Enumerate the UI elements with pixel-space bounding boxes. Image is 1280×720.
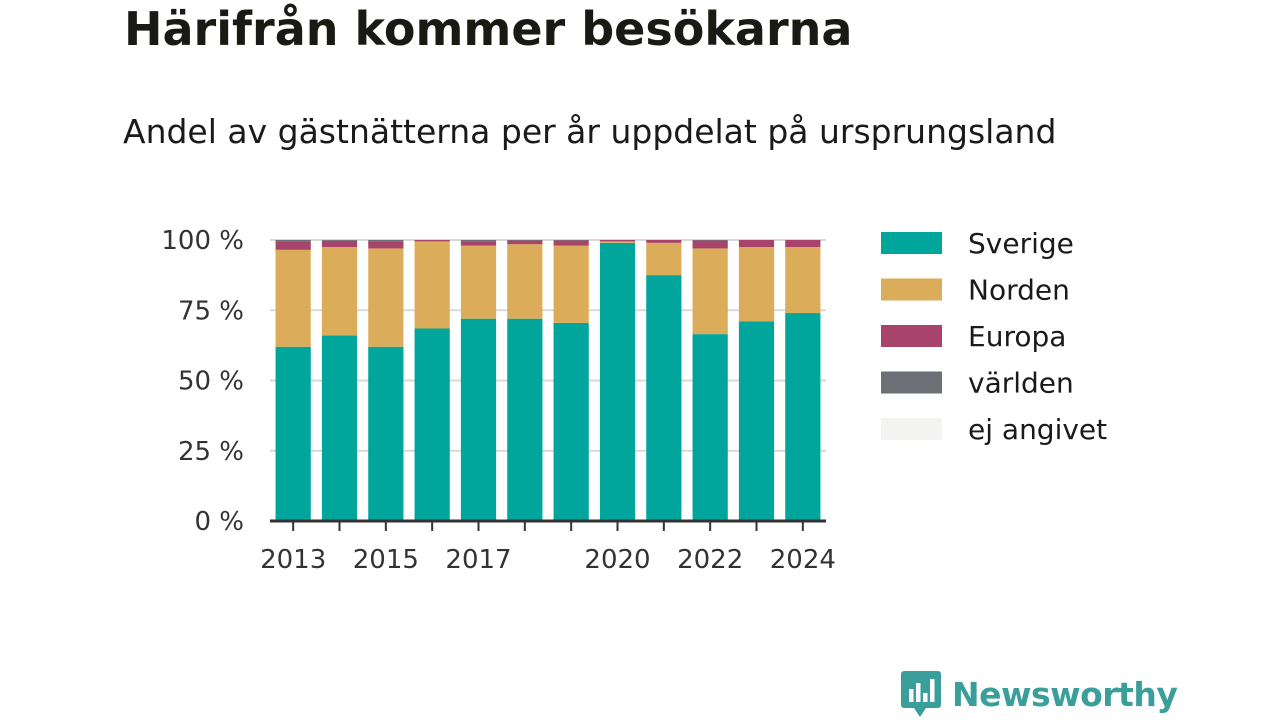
bar-segment [785,247,821,314]
bar-segment [321,240,358,248]
bar-segment [275,240,311,242]
bar-segment [368,346,404,521]
bar-segment [368,248,404,347]
legend-swatch [881,371,942,394]
chart-subtitle: Andel av gästnätterna per år uppdelat på… [123,112,1057,151]
bar-segment [507,240,543,245]
bar-segment [599,241,636,243]
bar-segment [738,247,775,322]
bar-segment [368,240,404,242]
x-tick-label: 2020 [584,545,650,575]
bar-segment [738,321,775,521]
bar-segment [692,240,728,241]
legend-label: Sverige [968,227,1074,260]
bar-segment [275,249,311,347]
bar-segment [507,240,543,241]
newsworthy-logo-text: Newsworthy [952,674,1178,714]
bar-segment [692,248,728,335]
legend-label: ej angivet [968,413,1107,446]
newsworthy-logo-icon [901,671,941,717]
bar-segment [692,334,728,521]
legend: Sverige Norden Europa världen ej angivet [881,227,1107,446]
y-tick-label: 50 % [178,367,244,397]
bar-segment [599,242,636,521]
bar-segment [460,245,497,319]
newsworthy-logo[interactable]: Newsworthy [900,668,1178,720]
bar-segment [275,241,311,250]
bar-segment [785,313,821,521]
bar-segment [646,275,682,521]
bar-segment [414,240,450,242]
legend-label: Norden [968,274,1070,307]
bar-segment [553,240,589,241]
bar-segment [321,247,358,336]
bar-segment [275,346,311,521]
bar-segment [414,328,450,521]
y-tick-label: 0 % [194,507,244,537]
bar-segment [599,240,636,242]
bar-segment [553,245,589,323]
bar-segment [553,322,589,521]
x-tick-label: 2017 [445,545,511,575]
bar-segment [507,318,543,521]
legend-swatch [881,418,942,440]
x-tick-label: 2015 [353,545,419,575]
legend-swatch [881,232,942,254]
bar-segment [460,318,497,521]
bar-segment [507,244,543,319]
bar-segment [646,240,682,243]
bar-segment [460,240,497,242]
legend-label: världen [968,367,1074,400]
bar-segment [692,240,728,249]
bar-segment [646,242,682,276]
bar-segment [553,240,589,246]
y-tick-label: 25 % [178,437,244,467]
bar-segment [368,241,404,249]
y-tick-label: 75 % [178,296,244,326]
x-tick-label: 2013 [260,545,326,575]
axes: 0 % 25 % 50 % 75 % 100 % 2013 2015 2017 2020 2022… [161,226,836,575]
legend-swatch [881,278,942,301]
legend-label: Europa [968,320,1066,353]
bar-segment [460,241,497,246]
chart-title: Härifrån kommer besökarna [124,2,853,56]
x-tick-label: 2022 [677,545,743,575]
y-tick-label: 100 % [161,226,244,256]
bar-segment [321,240,358,241]
legend-swatch [881,325,942,347]
bar-segment [414,241,450,329]
gridlines [270,239,826,452]
bar-segment [321,335,358,521]
bars [275,240,821,521]
bar-segment [738,240,775,248]
bar-segment [785,240,821,248]
x-tick-label: 2024 [770,545,836,575]
